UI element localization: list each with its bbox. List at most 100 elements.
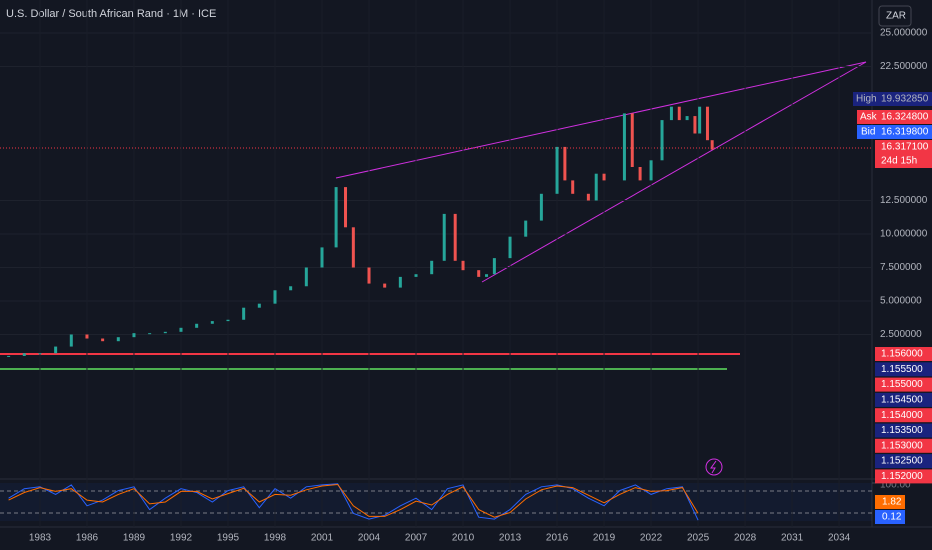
candle xyxy=(367,267,371,284)
x-tick-label: 1998 xyxy=(264,533,287,544)
x-tick-label: 2013 xyxy=(499,533,522,544)
badge-bg xyxy=(875,362,932,377)
badge-text: 1.155500 xyxy=(881,364,923,375)
x-tick-label: 2022 xyxy=(640,533,663,544)
badge-bg xyxy=(875,454,932,469)
badge-text: 16.319800 xyxy=(881,127,929,138)
candle xyxy=(85,334,89,339)
candle xyxy=(344,187,348,228)
candle xyxy=(54,346,58,354)
y-tick-label: 100.00 xyxy=(880,480,911,491)
oscillator-line xyxy=(8,483,699,518)
badge-bg xyxy=(875,469,932,484)
candle xyxy=(334,187,338,248)
candle xyxy=(195,323,199,328)
x-tick-label: 2007 xyxy=(405,533,428,544)
x-tick-label: 2019 xyxy=(593,533,616,544)
candle xyxy=(351,227,355,268)
candle xyxy=(685,116,689,121)
badge-text: 1.152500 xyxy=(881,456,923,467)
candle xyxy=(524,220,528,237)
candle xyxy=(492,258,496,275)
candle xyxy=(148,333,152,335)
candle xyxy=(638,167,642,181)
badge-text: Bid xyxy=(861,127,875,138)
candle xyxy=(705,106,709,141)
x-tick-label: 1992 xyxy=(170,533,193,544)
badge-bg xyxy=(875,140,932,168)
badge-bg xyxy=(875,423,932,438)
badge-text: 24d 15h xyxy=(881,156,917,167)
candle xyxy=(22,353,26,356)
badge-bg xyxy=(875,495,905,509)
candle xyxy=(383,283,387,288)
candle xyxy=(273,290,277,304)
candle xyxy=(116,337,120,342)
y-tick-label: 12.500000 xyxy=(880,195,928,206)
candle xyxy=(710,140,714,150)
candle xyxy=(210,321,214,324)
badge-text: 1.152000 xyxy=(881,471,923,482)
badge-text: 19.932850 xyxy=(881,94,929,105)
badge-text: 1.154500 xyxy=(881,395,923,406)
trendline[interactable] xyxy=(481,61,867,283)
candle xyxy=(622,113,626,181)
candle xyxy=(304,267,308,287)
x-tick-label: 1995 xyxy=(217,533,240,544)
candle xyxy=(539,193,543,221)
alert-icon[interactable] xyxy=(705,458,723,476)
badge-text: Ask xyxy=(860,112,878,123)
candle xyxy=(453,213,457,261)
currency[interactable]: ZAR xyxy=(886,11,906,22)
y-tick-label: 7.500000 xyxy=(880,262,922,273)
candle xyxy=(398,276,402,288)
candle xyxy=(698,106,702,134)
candle xyxy=(414,274,418,277)
badge-text: 1.156000 xyxy=(881,349,923,360)
candle xyxy=(508,236,512,259)
badge-text: 0.12 xyxy=(882,512,902,523)
candle xyxy=(320,247,324,268)
y-tick-label: 22.500000 xyxy=(880,61,928,72)
y-tick-label: 5.000000 xyxy=(880,296,922,307)
candle xyxy=(38,353,42,355)
x-tick-label: 2034 xyxy=(828,533,851,544)
candle xyxy=(132,333,136,338)
x-tick-label: 2004 xyxy=(358,533,381,544)
x-tick-label: 2001 xyxy=(311,533,334,544)
candle xyxy=(101,338,105,342)
candle xyxy=(571,180,575,194)
trendline[interactable] xyxy=(335,61,867,179)
candle xyxy=(442,213,446,261)
candle xyxy=(660,120,664,161)
x-tick-label: 2016 xyxy=(546,533,569,544)
candle xyxy=(693,116,697,134)
candle xyxy=(226,319,230,322)
candle xyxy=(179,327,183,332)
x-tick-label: 1986 xyxy=(76,533,99,544)
candle xyxy=(649,160,653,181)
candle xyxy=(430,260,434,275)
candle xyxy=(602,173,606,181)
badge-text: 1.82 xyxy=(882,497,902,508)
candle xyxy=(7,355,11,357)
symbol-title: U.S. Dollar / South African Rand · 1M · … xyxy=(6,8,216,20)
x-tick-label: 2025 xyxy=(687,533,710,544)
candle xyxy=(257,303,261,308)
badge-bg xyxy=(875,438,932,453)
y-tick-label: 10.000000 xyxy=(880,229,928,240)
currency-button[interactable] xyxy=(878,5,912,27)
x-tick-label: 2028 xyxy=(734,533,757,544)
badge-bg xyxy=(875,392,932,407)
candle xyxy=(242,307,246,320)
badge-bg xyxy=(875,510,905,524)
y-tick-label: 2.500000 xyxy=(880,329,922,340)
badge-bg xyxy=(857,125,932,139)
badge-text: 1.155000 xyxy=(881,379,923,390)
alert-icon-bolt xyxy=(710,460,717,474)
candle xyxy=(69,334,73,347)
candle xyxy=(630,113,634,167)
y-tick-label: 25.000000 xyxy=(880,28,928,39)
